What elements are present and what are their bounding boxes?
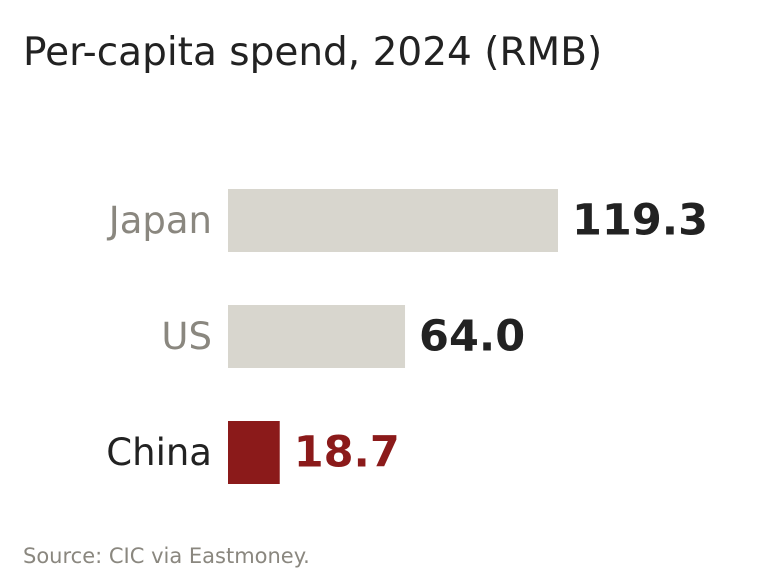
category-label-japan: Japan [107,199,212,242]
chart-title: Per-capita spend, 2024 (RMB) [23,30,603,75]
value-label-japan: 119.3 [572,196,708,246]
bar-japan [228,189,558,252]
category-label-china: China [106,431,212,474]
category-label-us: US [161,315,212,358]
value-label-china: 18.7 [294,428,400,478]
bar-us [228,305,406,368]
source-note: Source: CIC via Eastmoney. [23,544,310,568]
value-label-us: 64.0 [419,312,525,362]
bar-china [228,421,280,484]
